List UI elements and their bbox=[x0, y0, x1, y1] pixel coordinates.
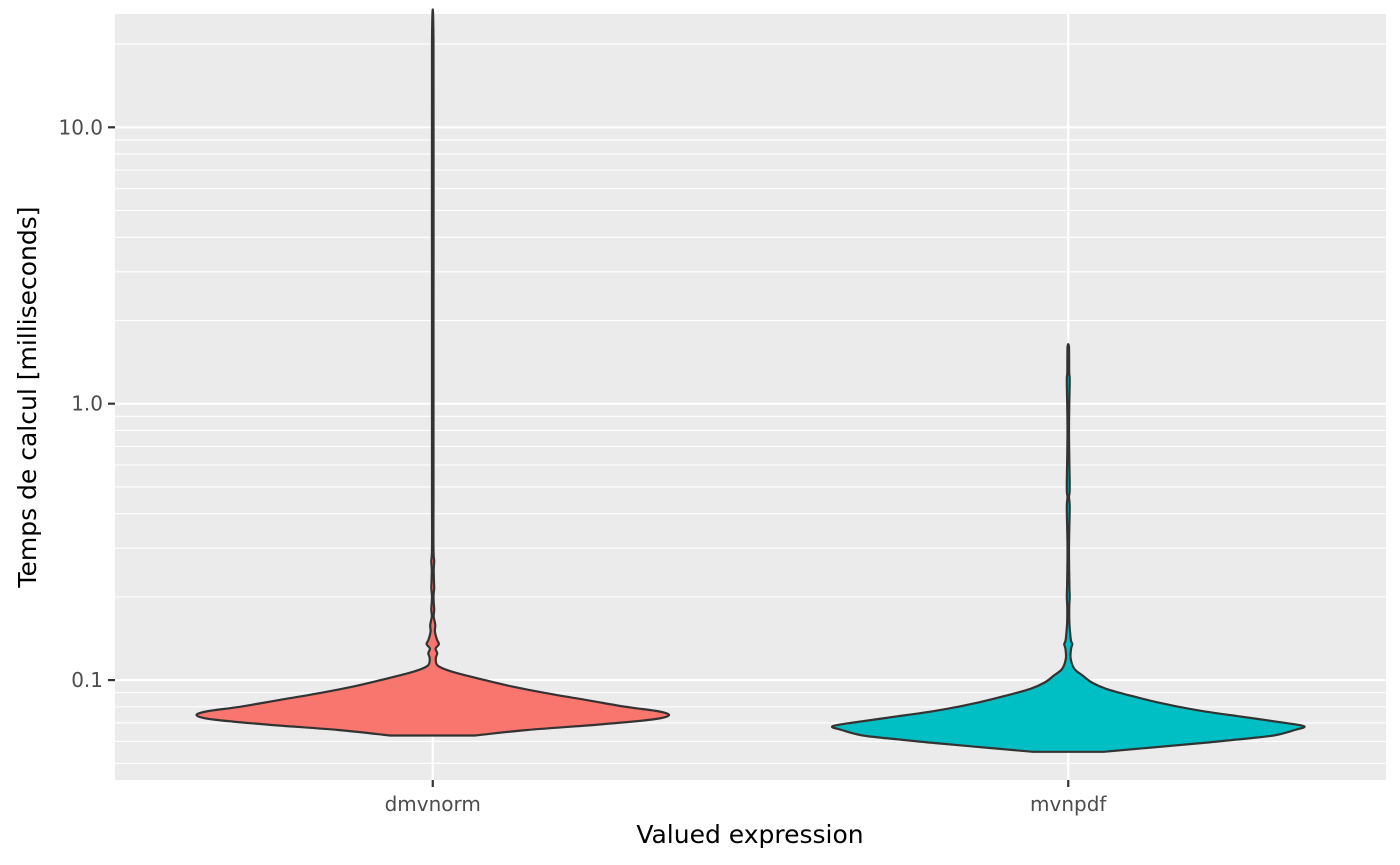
y-tick-label: 0.1 bbox=[71, 668, 103, 692]
violins bbox=[195, 8, 1306, 753]
x-axis-title: Valued expression bbox=[636, 820, 863, 849]
y-axis: 0.1 1.0 10.0 bbox=[58, 115, 115, 692]
x-tick-label: dmvnorm bbox=[385, 792, 481, 816]
y-tick-label: 1.0 bbox=[71, 392, 103, 416]
violin-dmvnorm bbox=[195, 8, 671, 737]
y-axis-title: Temps de calcul [milliseconds] bbox=[13, 206, 42, 588]
grid-minor bbox=[115, 43, 1386, 764]
x-tick-label: mvnpdf bbox=[1030, 792, 1107, 816]
panel-background bbox=[115, 14, 1386, 780]
violin-mvnpdf bbox=[830, 343, 1306, 753]
x-axis: dmvnorm mvnpdf bbox=[385, 780, 1107, 816]
y-tick-label: 10.0 bbox=[58, 115, 103, 139]
